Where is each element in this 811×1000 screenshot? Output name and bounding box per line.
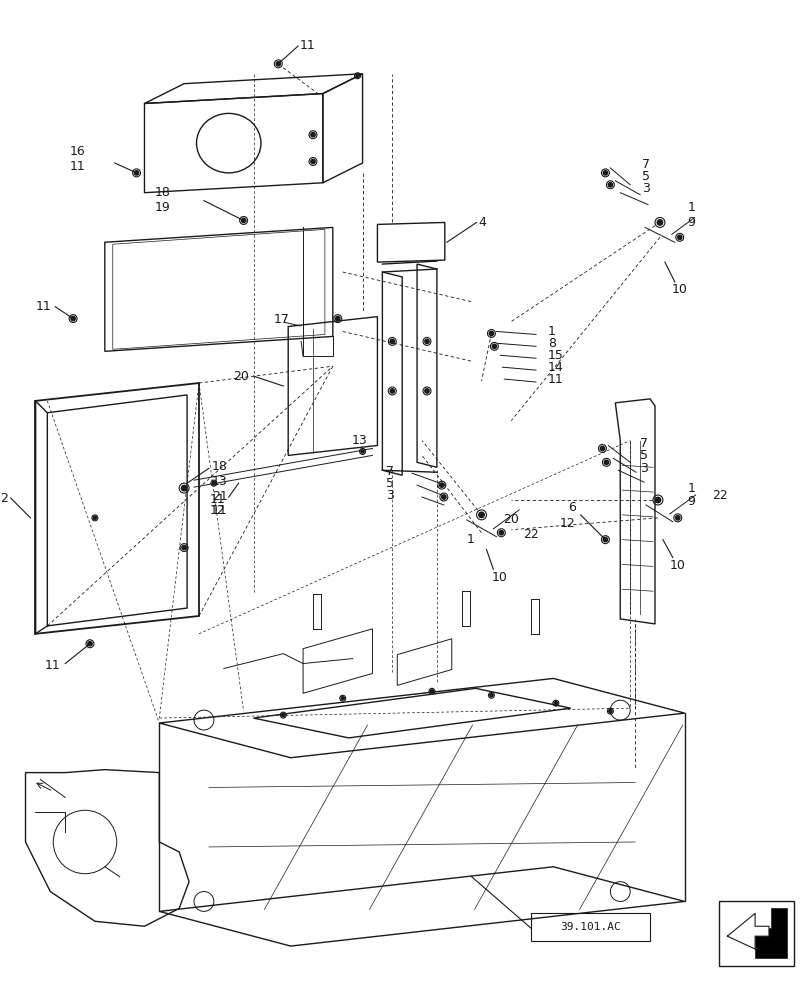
Text: 20: 20 [503,513,518,526]
Text: 3: 3 [642,182,649,195]
Bar [719,901,793,966]
Circle shape [608,710,611,713]
Circle shape [607,183,611,187]
Text: 10: 10 [491,571,507,584]
Text: 7: 7 [642,158,650,171]
Circle shape [430,690,433,693]
Text: 11: 11 [212,504,227,517]
Text: 8: 8 [547,337,556,350]
Text: 13: 13 [351,434,367,447]
Text: 15: 15 [547,349,563,362]
Circle shape [599,446,604,451]
Circle shape [88,642,92,646]
Text: 3: 3 [386,489,394,502]
Text: 5: 5 [639,449,647,462]
Text: 12: 12 [210,504,225,517]
Circle shape [276,62,280,66]
Text: 7: 7 [639,437,647,450]
Circle shape [676,235,681,239]
Text: 10: 10 [669,559,684,572]
Circle shape [491,344,496,349]
Text: 6: 6 [567,501,575,514]
Text: 39.101.AC: 39.101.AC [560,922,620,932]
Circle shape [656,220,662,225]
Circle shape [603,460,607,465]
Text: 5: 5 [386,477,394,490]
Text: 20: 20 [233,370,248,383]
Text: 22: 22 [711,489,727,502]
Text: 13: 13 [212,475,227,488]
Text: 9: 9 [687,495,695,508]
Circle shape [181,485,187,491]
Circle shape [389,389,394,393]
Circle shape [71,316,75,321]
Circle shape [603,171,607,175]
Text: 11: 11 [300,39,315,52]
Text: 16: 16 [70,145,86,158]
Circle shape [182,545,186,550]
Circle shape [281,713,285,717]
Circle shape [134,171,139,175]
Text: 1: 1 [466,533,474,546]
Text: 11: 11 [36,300,51,313]
Text: 21: 21 [212,490,227,503]
Text: 11: 11 [210,493,225,506]
Circle shape [441,495,445,499]
Bar [530,913,650,941]
Text: 1: 1 [687,201,695,214]
Text: 7: 7 [386,465,394,478]
Circle shape [360,450,364,453]
Circle shape [489,694,492,697]
Text: 9: 9 [687,216,695,229]
Circle shape [341,697,344,700]
Circle shape [93,516,97,519]
Circle shape [675,516,679,520]
Text: 11: 11 [70,160,86,173]
Circle shape [335,316,340,321]
Polygon shape [754,908,786,958]
Circle shape [311,159,315,164]
Circle shape [212,482,215,485]
Circle shape [355,74,358,77]
Text: 22: 22 [522,528,539,541]
Circle shape [241,218,246,223]
Polygon shape [727,913,768,949]
Circle shape [654,497,660,503]
Text: 1: 1 [687,482,695,495]
Circle shape [424,389,429,393]
Text: 11: 11 [547,373,563,386]
Text: 10: 10 [671,283,687,296]
Text: 18: 18 [212,460,227,473]
Text: 14: 14 [547,361,563,374]
Circle shape [603,537,607,542]
Circle shape [424,339,429,344]
Text: 19: 19 [154,201,170,214]
Text: 12: 12 [560,517,575,530]
Circle shape [499,531,503,535]
Text: 17: 17 [273,313,289,326]
Text: 18: 18 [154,186,170,199]
Circle shape [489,331,493,336]
Circle shape [478,512,483,518]
Text: 2: 2 [0,492,7,505]
Circle shape [311,133,315,137]
Circle shape [389,339,394,344]
Text: 11: 11 [45,659,60,672]
Text: 3: 3 [639,462,647,475]
Text: 5: 5 [642,170,650,183]
Text: 4: 4 [478,216,486,229]
Circle shape [439,483,444,487]
Circle shape [554,702,557,705]
Text: 1: 1 [547,325,555,338]
